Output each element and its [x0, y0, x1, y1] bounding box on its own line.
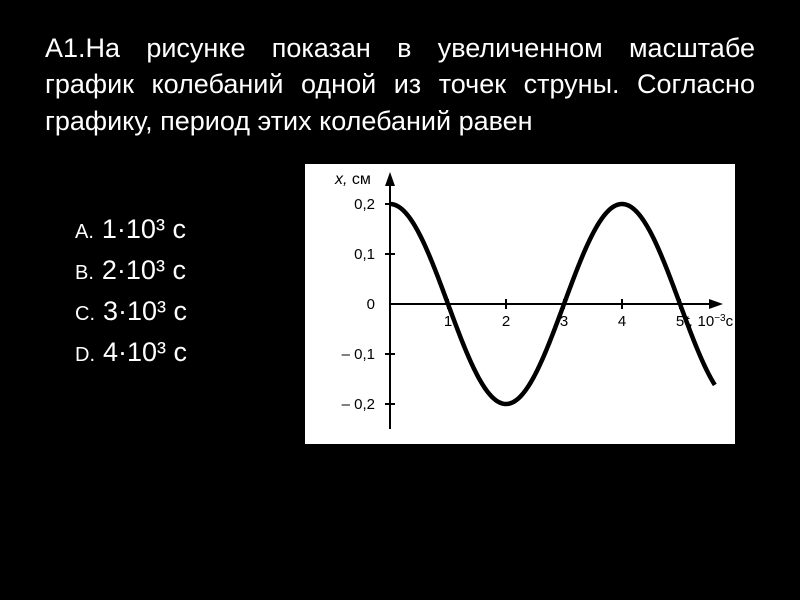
- svg-text:4: 4: [618, 313, 626, 330]
- option-b-label: B.: [75, 262, 94, 285]
- y-axis-label: x, см: [334, 171, 371, 188]
- y-tick-neg01: – 0,1: [342, 346, 395, 363]
- svg-text:– 0,1: – 0,1: [342, 346, 375, 363]
- content-row: A. 1·10³ с B. 2·10³ с C. 3·10³ с D. 4·10…: [0, 164, 800, 444]
- option-b: B. 2·10³ с: [45, 255, 305, 286]
- chart-svg: 0,2 0,1 0 – 0,1 – 0,2 1: [305, 164, 735, 444]
- y-axis-arrow: [385, 172, 395, 186]
- option-d-label: D.: [75, 344, 95, 367]
- answer-options: A. 1·10³ с B. 2·10³ с C. 3·10³ с D. 4·10…: [45, 164, 305, 378]
- svg-text:2: 2: [502, 313, 510, 330]
- option-a-label: A.: [75, 221, 94, 244]
- option-c-label: C.: [75, 303, 95, 326]
- option-a-text: 1·10³ с: [102, 214, 186, 245]
- svg-text:0,1: 0,1: [354, 246, 375, 263]
- question-text: А1.На рисунке показан в увеличенном масш…: [0, 0, 800, 164]
- x-axis-arrow: [709, 299, 723, 309]
- svg-text:– 0,2: – 0,2: [342, 396, 375, 413]
- svg-text:0,2: 0,2: [354, 196, 375, 213]
- x-axis-label: t, 10−3с: [685, 313, 734, 331]
- y-tick-0: 0: [367, 296, 375, 313]
- y-tick-02: 0,2: [354, 196, 395, 213]
- y-tick-neg02: – 0,2: [342, 396, 395, 413]
- option-d-text: 4·10³ с: [103, 337, 187, 368]
- option-a: A. 1·10³ с: [45, 214, 305, 245]
- option-b-text: 2·10³ с: [102, 255, 186, 286]
- question-content: А1.На рисунке показан в увеличенном масш…: [45, 33, 755, 136]
- y-tick-01: 0,1: [354, 246, 395, 263]
- option-c-text: 3·10³ с: [103, 296, 187, 327]
- oscillation-chart: 0,2 0,1 0 – 0,1 – 0,2 1: [305, 164, 735, 444]
- svg-text:0: 0: [367, 296, 375, 313]
- option-c: C. 3·10³ с: [45, 296, 305, 327]
- option-d: D. 4·10³ с: [45, 337, 305, 368]
